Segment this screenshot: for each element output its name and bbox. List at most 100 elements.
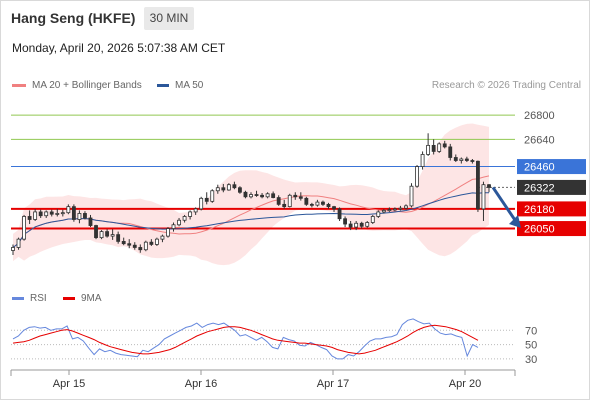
ma20-label: MA 20 + Bollinger Bands xyxy=(32,80,142,91)
candle-body-down xyxy=(293,194,298,198)
candle xyxy=(404,204,408,210)
candle xyxy=(199,196,204,211)
rsi-ma-label: 9MA xyxy=(81,293,102,304)
candle-body-down xyxy=(282,203,287,208)
candle xyxy=(66,204,71,215)
candle xyxy=(27,210,32,225)
candle-body-down xyxy=(442,143,447,148)
candle-body-down xyxy=(309,203,314,206)
candle xyxy=(398,205,403,211)
candle-body-up xyxy=(354,222,359,228)
candle-body-up xyxy=(33,211,38,220)
candle xyxy=(71,204,76,222)
research-credit: Research © 2026 Trading Central xyxy=(431,80,581,91)
candle xyxy=(11,244,15,256)
candle-body-up xyxy=(22,216,26,240)
legend-ma20: MA 20 + Bollinger Bands xyxy=(12,80,142,91)
candle-body-up xyxy=(370,216,375,223)
candle-body-down xyxy=(359,222,364,227)
candle xyxy=(387,207,392,212)
candle-body-up xyxy=(381,210,386,213)
candle-body-down xyxy=(332,206,336,210)
candle-body-up xyxy=(154,238,159,245)
candle xyxy=(49,209,54,217)
candle-body-up xyxy=(99,231,104,239)
candle xyxy=(143,240,148,252)
candle-body-up xyxy=(226,184,231,191)
candle-body-down xyxy=(232,184,237,189)
candle-body-down xyxy=(88,217,93,226)
legend-ma50: MA 50 xyxy=(157,80,203,91)
candle-body-up xyxy=(110,234,115,237)
candle xyxy=(138,244,143,253)
candle-body-down xyxy=(298,196,303,199)
candle-body-down xyxy=(276,197,281,205)
candle xyxy=(343,216,348,228)
ma50-swatch xyxy=(157,83,169,87)
candle-body-up xyxy=(160,235,165,240)
candle-body-down xyxy=(238,187,242,193)
candle-body-down xyxy=(343,218,348,225)
candle-body-up xyxy=(376,211,381,217)
candle-body-down xyxy=(221,187,226,191)
candle xyxy=(459,157,464,164)
candle-body-up xyxy=(166,228,170,237)
candle-body-up xyxy=(265,193,270,198)
candle xyxy=(238,186,242,194)
candle xyxy=(354,221,359,231)
level-tag-26322 xyxy=(517,179,586,195)
rsi-tick-label: 30 xyxy=(525,354,537,366)
x-tick-label: Apr 15 xyxy=(53,378,85,390)
candle xyxy=(99,230,104,240)
candle xyxy=(381,208,386,214)
candle-body-up xyxy=(55,213,60,215)
candle xyxy=(309,202,314,208)
candle-body-up xyxy=(387,209,392,212)
candle-body-down xyxy=(83,213,87,219)
candle xyxy=(282,199,287,209)
candle xyxy=(215,184,220,194)
candle-body-up xyxy=(409,185,414,207)
candle-body-down xyxy=(116,234,121,242)
candle-body-down xyxy=(470,160,475,162)
candle-body-down xyxy=(326,203,331,208)
candle xyxy=(116,231,121,244)
candle xyxy=(232,181,237,190)
candle-body-up xyxy=(182,216,187,221)
candle xyxy=(171,222,176,232)
candle-body-down xyxy=(132,244,137,248)
candle-body-down xyxy=(453,157,458,161)
candle xyxy=(337,207,342,221)
rsi-tick-label: 70 xyxy=(525,325,537,337)
candle-body-up xyxy=(44,211,49,217)
candle xyxy=(304,196,309,206)
legend-rsi: RSI xyxy=(12,293,47,304)
candle-body-up xyxy=(415,166,419,187)
candle-body-up xyxy=(365,222,370,227)
candle xyxy=(77,210,82,224)
candle xyxy=(487,183,491,193)
candle-body-up xyxy=(398,207,403,210)
candle xyxy=(60,209,65,217)
candle-body-down xyxy=(448,146,453,158)
candle-body-down xyxy=(149,241,154,245)
interval-badge[interactable]: 30 MIN xyxy=(144,7,194,30)
candle xyxy=(332,205,336,212)
candle xyxy=(415,165,419,188)
candle xyxy=(193,207,198,215)
forecast-arrow-shaft xyxy=(491,186,519,224)
candle xyxy=(121,237,126,246)
instrument-title: Hang Seng (HKFE) xyxy=(11,10,136,26)
candle-body-up xyxy=(66,206,71,214)
candle-body-up xyxy=(459,158,464,161)
candle xyxy=(265,192,270,199)
candle-body-down xyxy=(431,144,436,152)
candle xyxy=(177,217,181,227)
level-label-26800: 26800 xyxy=(524,110,555,122)
candle xyxy=(154,237,159,246)
candle xyxy=(221,183,226,193)
candle xyxy=(132,242,137,250)
candle xyxy=(260,193,264,199)
ma50-label: MA 50 xyxy=(175,80,204,91)
